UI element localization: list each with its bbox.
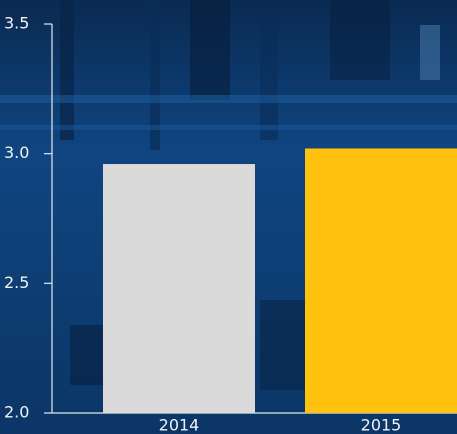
y-tick-label: 2.5 xyxy=(4,273,29,292)
bar xyxy=(305,148,457,413)
x-tick-label: 2015 xyxy=(361,416,402,434)
y-tick-label: 2.0 xyxy=(4,403,29,422)
y-tick-label: 3.5 xyxy=(4,14,29,33)
y-tick-label: 3.0 xyxy=(4,143,29,162)
bar xyxy=(103,164,255,413)
x-tick-label: 2014 xyxy=(159,416,200,434)
chart: 2.0 2.5 3.0 3.5 2014 2015 xyxy=(0,0,457,434)
